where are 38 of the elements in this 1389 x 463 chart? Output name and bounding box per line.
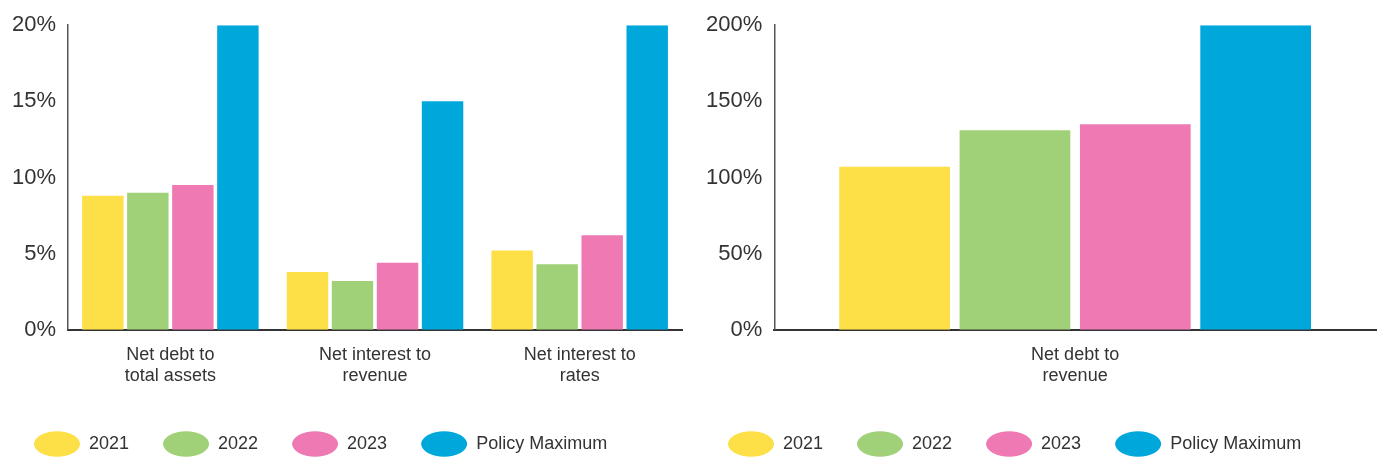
bar (536, 264, 578, 330)
bar (172, 185, 214, 330)
bar (959, 130, 1071, 330)
x-tick-label: Net debt to revenue (1031, 343, 1120, 386)
y-tick-label: 0% (24, 315, 57, 341)
legend-label: 2023 (347, 432, 388, 453)
legend-label: 2022 (912, 432, 953, 453)
y-tick-label: 10% (11, 163, 57, 189)
bar (421, 101, 464, 330)
y-tick-label: 100% (705, 163, 763, 189)
legend-label: Policy Maximum (1170, 432, 1302, 453)
bar (581, 235, 623, 330)
bar (1200, 25, 1312, 330)
bar (626, 25, 668, 330)
bar (376, 262, 419, 330)
y-tick-label: 5% (24, 239, 57, 265)
y-tick-label: 15% (11, 87, 57, 113)
y-tick-label: 0% (730, 315, 763, 341)
bar (839, 166, 950, 330)
y-tick-label: 200% (705, 11, 763, 37)
legend-label: 2023 (1041, 432, 1082, 453)
bar (1079, 124, 1191, 330)
legend-label: 2022 (218, 432, 259, 453)
bar (82, 195, 124, 330)
x-tick-label: Net debt to total assets (124, 343, 216, 386)
bar (286, 271, 329, 330)
bar (217, 25, 259, 330)
legend-label: Policy Maximum (476, 432, 608, 453)
bar (491, 250, 533, 330)
y-tick-label: 50% (718, 239, 763, 265)
legend-label: 2021 (89, 432, 130, 453)
bar (331, 281, 374, 330)
bar (127, 192, 169, 330)
legend-label: 2021 (783, 432, 824, 453)
y-tick-label: 150% (705, 87, 763, 113)
y-tick-label: 20% (11, 11, 57, 37)
x-tick-label: Net interest to rates (523, 343, 636, 386)
x-tick-label: Net interest to revenue (318, 343, 432, 386)
